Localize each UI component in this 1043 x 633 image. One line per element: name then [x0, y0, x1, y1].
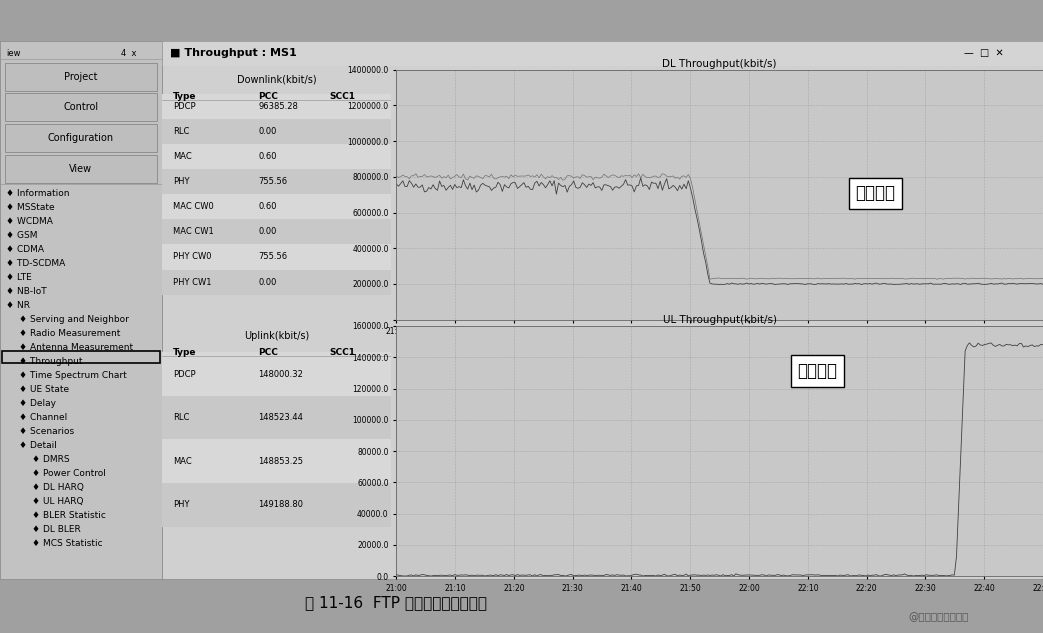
Text: 149188.80: 149188.80 [258, 500, 304, 510]
Text: 下行速率: 下行速率 [855, 184, 896, 202]
Text: ♦ Antenna Measurement: ♦ Antenna Measurement [20, 343, 134, 352]
Bar [162, 353, 391, 396]
Text: ♦ Detail: ♦ Detail [20, 441, 57, 450]
Text: ♦ WCDMA: ♦ WCDMA [6, 217, 53, 226]
Text: PDCP: PDCP [173, 102, 196, 111]
Text: ♦ DL HARQ: ♦ DL HARQ [32, 483, 84, 492]
Bar [162, 169, 391, 194]
FancyBboxPatch shape [5, 63, 156, 91]
Text: 148853.25: 148853.25 [258, 457, 304, 466]
Bar [162, 94, 391, 119]
Text: ♦ Throughput: ♦ Throughput [20, 357, 82, 366]
Text: ■ Throughput : MS1: ■ Throughput : MS1 [170, 47, 297, 58]
Text: 148000.32: 148000.32 [258, 370, 302, 379]
Text: ♦ Delay: ♦ Delay [20, 399, 56, 408]
Text: 96385.28: 96385.28 [258, 102, 298, 111]
Text: ♦ GSM: ♦ GSM [6, 231, 38, 240]
Text: ♦ Information: ♦ Information [6, 189, 70, 198]
Text: ♦ DMRS: ♦ DMRS [32, 455, 70, 464]
Bar [162, 270, 391, 294]
Text: Downlink(kbit/s): Downlink(kbit/s) [237, 74, 316, 84]
Text: ♦ Time Spectrum Chart: ♦ Time Spectrum Chart [20, 371, 127, 380]
Text: PCC: PCC [258, 92, 277, 101]
Text: ♦ TD-SCDMA: ♦ TD-SCDMA [6, 259, 66, 268]
FancyBboxPatch shape [5, 93, 156, 122]
Bar [162, 119, 391, 144]
Text: MAC: MAC [173, 152, 192, 161]
FancyBboxPatch shape [5, 124, 156, 152]
Text: 755.56: 755.56 [258, 177, 287, 186]
Text: PHY CW1: PHY CW1 [173, 277, 212, 287]
Text: ♦ NR: ♦ NR [6, 301, 30, 310]
Text: MAC CW1: MAC CW1 [173, 227, 214, 236]
Text: ♦ UE State: ♦ UE State [20, 385, 70, 394]
Text: 上行速率: 上行速率 [797, 362, 838, 380]
Text: 0.00: 0.00 [258, 277, 276, 287]
Text: Project: Project [64, 72, 98, 82]
Text: 148523.44: 148523.44 [258, 413, 302, 422]
Text: PHY: PHY [173, 177, 190, 186]
Text: ♦ Serving and Neighbor: ♦ Serving and Neighbor [20, 315, 129, 324]
Text: Configuration: Configuration [48, 133, 114, 143]
Text: ♦ BLER Statistic: ♦ BLER Statistic [32, 511, 106, 520]
Text: ♦ MCS Statistic: ♦ MCS Statistic [32, 539, 103, 548]
Bar [162, 244, 391, 270]
Bar [162, 396, 391, 439]
Text: ♦ MSState: ♦ MSState [6, 203, 55, 212]
Text: Uplink(kbit/s): Uplink(kbit/s) [244, 330, 309, 341]
Text: ♦ Scenarios: ♦ Scenarios [20, 427, 74, 436]
Text: @稀土掘金技术社区: @稀土掘金技术社区 [908, 612, 969, 622]
Bar [162, 219, 391, 244]
Text: 0.00: 0.00 [258, 127, 276, 136]
Text: iew: iew [6, 49, 21, 58]
Text: ♦ DL BLER: ♦ DL BLER [32, 525, 81, 534]
Text: 0.60: 0.60 [258, 152, 276, 161]
Text: Type: Type [173, 92, 197, 101]
Text: 0.00: 0.00 [258, 227, 276, 236]
FancyBboxPatch shape [5, 154, 156, 183]
Text: ♦ Radio Measurement: ♦ Radio Measurement [20, 329, 121, 338]
Text: ♦ LTE: ♦ LTE [6, 273, 32, 282]
Text: Type: Type [173, 348, 197, 358]
Text: PHY CW0: PHY CW0 [173, 253, 212, 261]
Text: Control: Control [64, 103, 98, 112]
Text: SCC1: SCC1 [330, 92, 356, 101]
Text: SCC1: SCC1 [330, 348, 356, 358]
Text: PHY: PHY [173, 500, 190, 510]
Text: ♦ Channel: ♦ Channel [20, 413, 68, 422]
Text: 755.56: 755.56 [258, 253, 287, 261]
Text: RLC: RLC [173, 127, 190, 136]
Text: MAC: MAC [173, 457, 192, 466]
Title: DL Throughput(kbit/s): DL Throughput(kbit/s) [662, 59, 777, 69]
Text: —  □  ✕: — □ ✕ [964, 47, 1003, 58]
Text: ♦ CDMA: ♦ CDMA [6, 245, 45, 254]
Text: PCC: PCC [258, 348, 277, 358]
Text: 4  x: 4 x [121, 49, 137, 58]
Text: ♦ Power Control: ♦ Power Control [32, 469, 106, 478]
Text: ♦ NB-IoT: ♦ NB-IoT [6, 287, 47, 296]
Text: RLC: RLC [173, 413, 190, 422]
Text: 图 11-16  FTP 下载和上传统计结果: 图 11-16 FTP 下载和上传统计结果 [306, 595, 487, 610]
Text: PDCP: PDCP [173, 370, 196, 379]
Text: View: View [69, 164, 93, 173]
Title: UL Throughput(kbit/s): UL Throughput(kbit/s) [662, 315, 777, 325]
Bar [162, 483, 391, 527]
Bar [162, 194, 391, 219]
Text: MAC CW0: MAC CW0 [173, 202, 214, 211]
Bar [162, 144, 391, 169]
Text: ♦ UL HARQ: ♦ UL HARQ [32, 497, 83, 506]
Text: 0.60: 0.60 [258, 202, 276, 211]
Bar [162, 439, 391, 483]
